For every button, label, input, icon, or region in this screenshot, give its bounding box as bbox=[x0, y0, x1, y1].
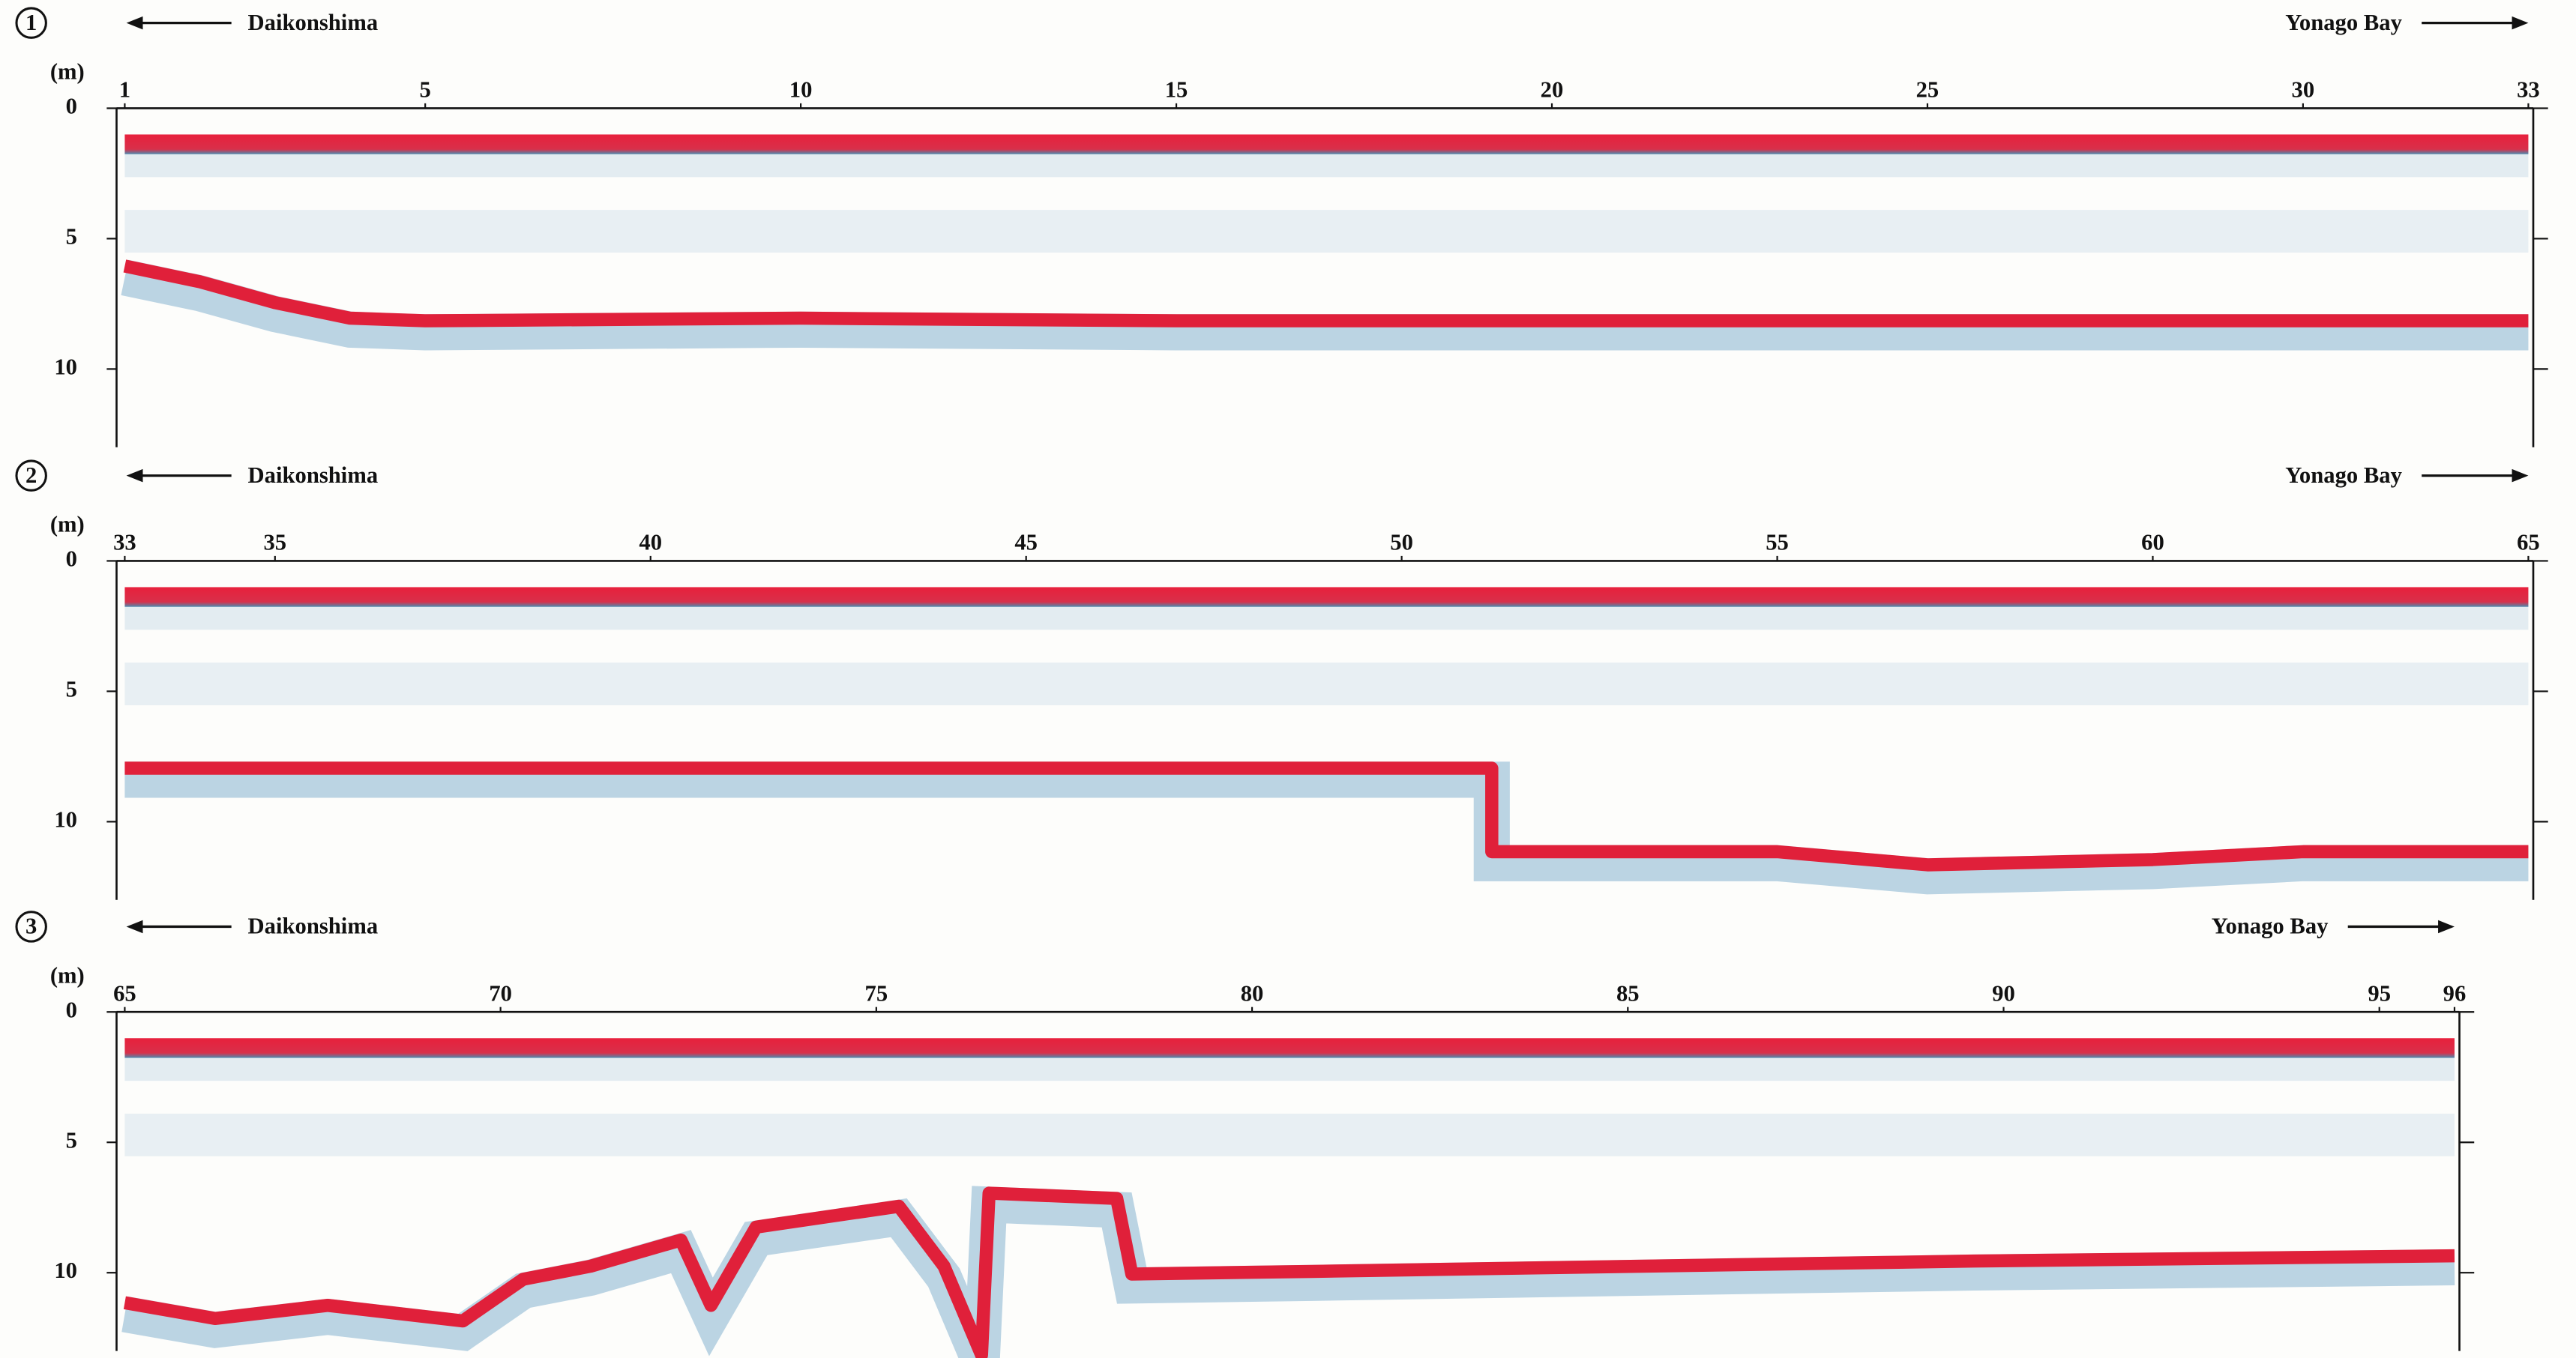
scatter-layer bbox=[124, 663, 2528, 705]
surface-echo bbox=[124, 1038, 2455, 1057]
x-tick-label: 10 bbox=[789, 77, 813, 103]
y-axis-label: (m) bbox=[50, 59, 85, 85]
y-tick-label: 0 bbox=[66, 546, 77, 571]
panel-number: 3 bbox=[25, 914, 37, 939]
y-tick-label: 0 bbox=[66, 93, 77, 118]
y-tick-label: 5 bbox=[66, 1127, 77, 1153]
arrow-head bbox=[2512, 469, 2529, 483]
y-tick-label: 10 bbox=[54, 354, 77, 379]
page: 1DaikonshimaYonago Bay(m)051015101520253… bbox=[0, 0, 2576, 1358]
left-label: Daikonshima bbox=[248, 462, 379, 488]
right-label: Yonago Bay bbox=[2285, 462, 2402, 488]
scatter-layer bbox=[124, 607, 2528, 630]
scatter-layer bbox=[124, 1114, 2455, 1156]
x-tick-label: 40 bbox=[639, 530, 662, 555]
x-tick-label: 75 bbox=[865, 980, 888, 1006]
x-tick-label: 96 bbox=[2443, 980, 2467, 1006]
y-tick-label: 5 bbox=[66, 676, 77, 701]
scatter-layer bbox=[124, 154, 2528, 178]
panel-number: 2 bbox=[25, 462, 37, 488]
arrow-head bbox=[2512, 16, 2529, 30]
x-tick-label: 33 bbox=[113, 530, 136, 555]
y-tick-label: 10 bbox=[54, 806, 77, 832]
scatter-layer bbox=[124, 210, 2528, 253]
surface-echo bbox=[124, 587, 2528, 606]
x-tick-label: 90 bbox=[1992, 980, 2015, 1006]
x-tick-label: 45 bbox=[1014, 530, 1038, 555]
x-tick-label: 55 bbox=[1766, 530, 1789, 555]
surface-echo bbox=[124, 134, 2528, 154]
x-tick-label: 80 bbox=[1241, 980, 1264, 1006]
x-tick-label: 30 bbox=[2292, 77, 2315, 103]
arrow-head bbox=[127, 16, 143, 30]
left-label: Daikonshima bbox=[248, 10, 379, 35]
panel-number: 1 bbox=[25, 10, 37, 35]
x-tick-label: 35 bbox=[263, 530, 286, 555]
x-tick-label: 25 bbox=[1916, 77, 1939, 103]
x-tick-label: 5 bbox=[420, 77, 431, 103]
y-tick-label: 0 bbox=[66, 997, 77, 1022]
x-tick-label: 50 bbox=[1390, 530, 1413, 555]
scatter-layer bbox=[124, 1058, 2455, 1081]
bottom-echo-shadow bbox=[124, 1204, 2455, 1358]
x-tick-label: 20 bbox=[1541, 77, 1564, 103]
arrow-head bbox=[127, 920, 143, 934]
left-label: Daikonshima bbox=[248, 914, 379, 939]
x-tick-label: 65 bbox=[113, 980, 136, 1006]
right-label: Yonago Bay bbox=[2285, 10, 2402, 35]
bottom-echo bbox=[124, 266, 2528, 321]
x-tick-label: 65 bbox=[2517, 530, 2540, 555]
x-tick-label: 70 bbox=[489, 980, 512, 1006]
x-tick-label: 60 bbox=[2141, 530, 2164, 555]
y-axis-label: (m) bbox=[50, 962, 85, 988]
x-tick-label: 85 bbox=[1616, 980, 1640, 1006]
echogram-figure: 1DaikonshimaYonago Bay(m)051015101520253… bbox=[0, 0, 2576, 1358]
y-axis-label: (m) bbox=[50, 512, 85, 537]
x-tick-label: 95 bbox=[2368, 980, 2391, 1006]
x-tick-label: 33 bbox=[2517, 77, 2540, 103]
arrow-head bbox=[127, 469, 143, 483]
arrow-head bbox=[2438, 920, 2455, 934]
x-tick-label: 1 bbox=[119, 77, 130, 103]
x-tick-label: 15 bbox=[1165, 77, 1188, 103]
y-tick-label: 10 bbox=[54, 1258, 77, 1283]
y-tick-label: 5 bbox=[66, 223, 77, 249]
right-label: Yonago Bay bbox=[2212, 914, 2329, 939]
